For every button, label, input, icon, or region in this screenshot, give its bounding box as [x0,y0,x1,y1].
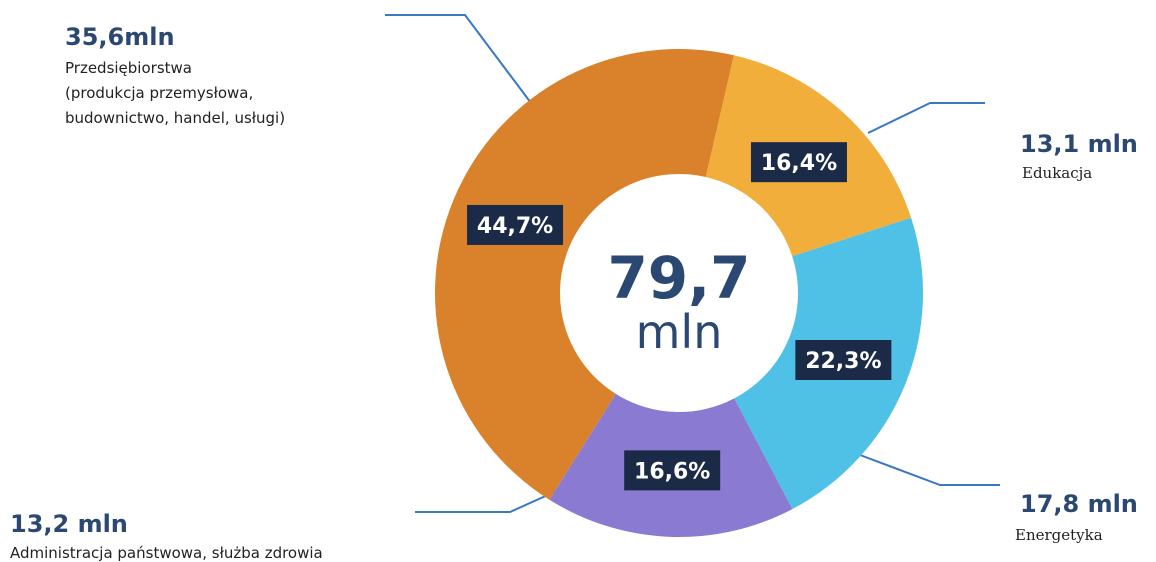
category-note: (produkcja przemysłowa, [65,84,253,102]
leader-line [385,14,541,116]
category-label: Przedsiębiorstwa [65,59,192,77]
value-label: 16,4% [761,151,837,176]
center-unit: mln [636,305,723,359]
value-label-box [624,450,721,491]
leader-line [859,454,1000,486]
amount-label: 13,2 mln [10,510,128,538]
category-label: Edukacja [1022,164,1092,182]
category-note: budownictwo, handel, usługi) [65,109,285,127]
value-label-box [750,142,847,183]
value-label-box [795,340,892,381]
donut-segment [435,49,734,500]
value-label: 22,3% [805,349,881,374]
amount-label: 17,8 mln [1020,490,1138,518]
amount-label: 35,6mln [65,23,175,51]
value-label: 16,6% [634,459,710,484]
category-label: Energetyka [1015,526,1103,544]
value-label: 44,7% [477,214,553,239]
amount-label: 13,1 mln [1020,130,1138,158]
center-value: 79,7 [607,244,750,312]
leader-line [867,102,985,134]
value-label-box [467,204,564,245]
category-label: Administracja państwowa, służba zdrowia [10,544,323,562]
